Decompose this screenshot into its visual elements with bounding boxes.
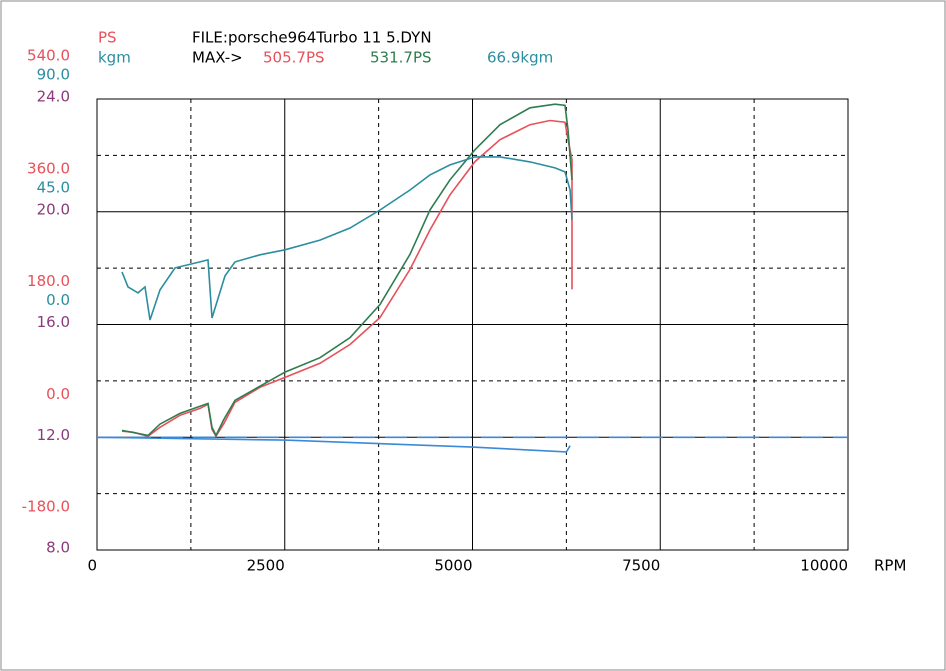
series-line [121,156,573,321]
y2-tick-label: 0.0 [46,291,70,309]
max-label: 531.7PS [370,49,432,67]
y-tick-label: 0.0 [46,385,70,403]
x-axis-label: RPM [874,557,906,575]
y3-tick-label: 8.0 [46,539,70,557]
y-tick-label: 180.0 [27,272,70,290]
y-axis-label: PS [98,29,117,47]
y2-axis-label: kgm [98,49,131,67]
max-label: 66.9kgm [487,49,553,67]
series-line [121,103,573,438]
x-tick-label: 7500 [622,557,660,575]
y3-tick-label: 16.0 [37,313,70,331]
x-tick-label: 10000 [800,557,848,575]
x-tick-label: 2500 [247,557,285,575]
y2-tick-label: 90.0 [37,66,70,84]
max-label: 505.7PS [263,49,325,67]
max-prefix: MAX-> [192,49,243,67]
x-tick-label: 0 [87,557,97,575]
y3-tick-label: 20.0 [37,200,70,218]
y-tick-label: -180.0 [22,498,70,516]
y-tick-label: 540.0 [27,47,70,65]
y3-tick-label: 24.0 [37,88,70,106]
y2-tick-label: 45.0 [37,178,70,196]
chart-title: FILE:porsche964Turbo 11 5.DYN [192,29,432,47]
plot-border [96,98,849,551]
series-line [96,436,571,453]
y3-tick-label: 12.0 [37,426,70,444]
series-line [121,119,573,438]
y-tick-label: 360.0 [27,159,70,177]
x-tick-label: 5000 [434,557,472,575]
